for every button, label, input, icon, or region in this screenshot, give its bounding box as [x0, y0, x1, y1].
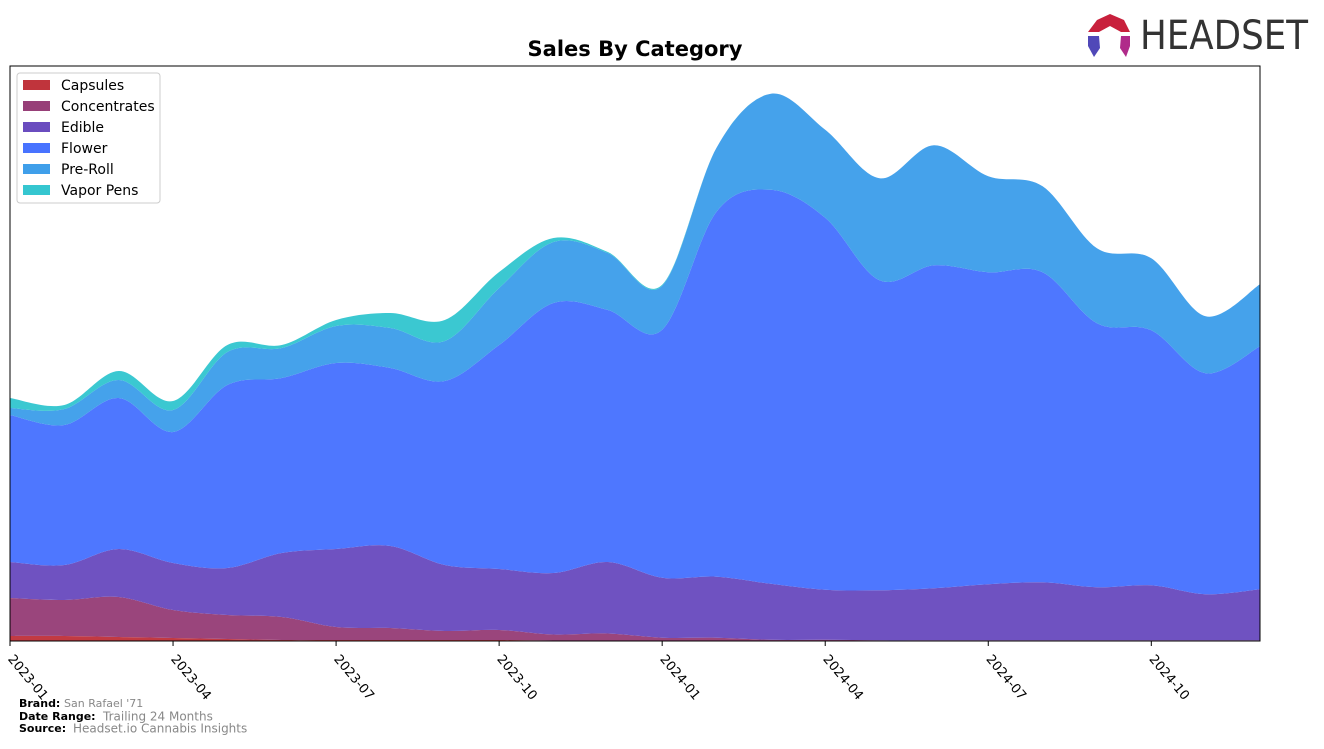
x-tick-label: 2024-10 — [1146, 652, 1192, 703]
area — [10, 189, 1260, 595]
legend-label: Edible — [61, 120, 104, 136]
logo-icon — [1088, 14, 1130, 32]
x-tick-label: 2023-01 — [4, 652, 50, 703]
x-tick-label: 2023-07 — [330, 652, 376, 703]
x-tick-label: 2023-04 — [167, 652, 213, 703]
footer-value: San Rafael '71 — [64, 697, 143, 710]
footer-value: Trailing 24 Months — [102, 710, 213, 724]
footer-label: Date Range: — [19, 710, 96, 723]
footer-label: Brand: — [19, 697, 60, 710]
legend-swatch — [23, 143, 50, 153]
x-tick-label: 2024-07 — [983, 652, 1029, 703]
legend-label: Concentrates — [61, 99, 155, 115]
area — [10, 545, 1260, 641]
chart-title: Sales By Category — [528, 37, 743, 61]
x-tick-label: 2024-04 — [819, 652, 865, 703]
legend-label: Pre-Roll — [61, 162, 114, 178]
area — [10, 93, 1260, 433]
area — [10, 635, 1260, 641]
logo: HEADSET — [1088, 13, 1308, 59]
legend-swatch — [23, 164, 50, 174]
x-tick-label: 2024-01 — [656, 652, 702, 703]
area — [10, 596, 1260, 641]
legend-swatch — [23, 122, 50, 132]
area — [10, 93, 1260, 411]
legend-label: Capsules — [61, 78, 124, 94]
footer-label: Source: — [19, 722, 66, 735]
logo-icon — [1120, 36, 1130, 57]
x-tick-label: 2023-10 — [493, 652, 539, 703]
legend-swatch — [23, 80, 50, 90]
legend-label: Vapor Pens — [61, 183, 138, 199]
footer: Brand: San Rafael '71 Date Range: Traili… — [19, 697, 247, 736]
logo-text: HEADSET — [1140, 13, 1308, 59]
footer-value: Headset.io Cannabis Insights — [73, 722, 247, 736]
legend-swatch — [23, 101, 50, 111]
logo-icon — [1088, 36, 1100, 57]
plot-frame — [9, 65, 1261, 642]
legend-swatch — [23, 185, 50, 195]
legend-label: Flower — [61, 141, 108, 157]
legend-box — [16, 72, 161, 204]
